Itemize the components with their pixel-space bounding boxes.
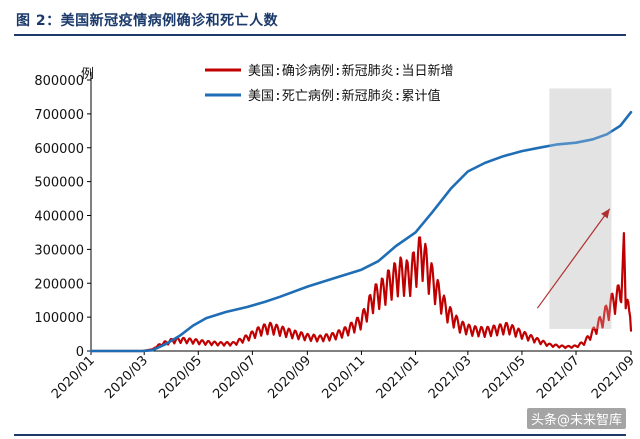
x-tick-label: 2020/03 <box>102 353 151 402</box>
series-layer <box>89 110 633 353</box>
x-tick-label: 2020/01 <box>49 353 98 402</box>
series-line-deaths <box>89 110 633 353</box>
x-tick-label: 2020/11 <box>319 353 368 402</box>
legend-label-cases: 美国:确诊病例:新冠肺炎:当日新增 <box>248 63 453 79</box>
x-tick-label: 2021/05 <box>480 353 529 402</box>
y-tick-label: 300000 <box>34 243 84 258</box>
y-tick-label: 0 <box>76 345 84 360</box>
series-line-cases <box>89 232 633 353</box>
annotation-arrow-head <box>601 208 610 219</box>
y-axis-label: 例 <box>81 67 94 82</box>
x-tick-label: 2021/07 <box>534 353 583 402</box>
highlight-overlay <box>549 88 612 329</box>
annotation-layer <box>536 88 612 329</box>
x-tick-label: 2020/05 <box>156 353 205 402</box>
x-tick-label: 2021/01 <box>374 353 423 402</box>
y-tick-label: 700000 <box>34 108 84 123</box>
x-tick-label: 2021/09 <box>589 353 638 402</box>
x-tick-label: 2021/03 <box>426 353 475 402</box>
legend-label-deaths: 美国:死亡病例:新冠肺炎:累计值 <box>248 88 440 104</box>
y-tick-label: 100000 <box>34 311 84 326</box>
highlight-layer <box>549 88 612 329</box>
annotation-arrow-line <box>536 208 611 309</box>
figure-title: 图 2：美国新冠疫情病例确诊和死亡人数 <box>16 13 279 29</box>
watermark: 头条@未来智库 <box>526 408 626 429</box>
y-tick-label: 600000 <box>34 142 84 157</box>
y-tick-label: 200000 <box>34 277 84 292</box>
y-tick-label: 400000 <box>34 210 84 225</box>
highlight-region <box>549 88 612 329</box>
bottom-divider <box>14 434 626 436</box>
title-divider <box>14 34 626 36</box>
y-tick-label: 800000 <box>34 74 84 89</box>
x-tick-label: 2020/07 <box>210 353 259 402</box>
x-tick-label: 2020/09 <box>265 353 314 402</box>
y-tick-label: 500000 <box>34 176 84 191</box>
